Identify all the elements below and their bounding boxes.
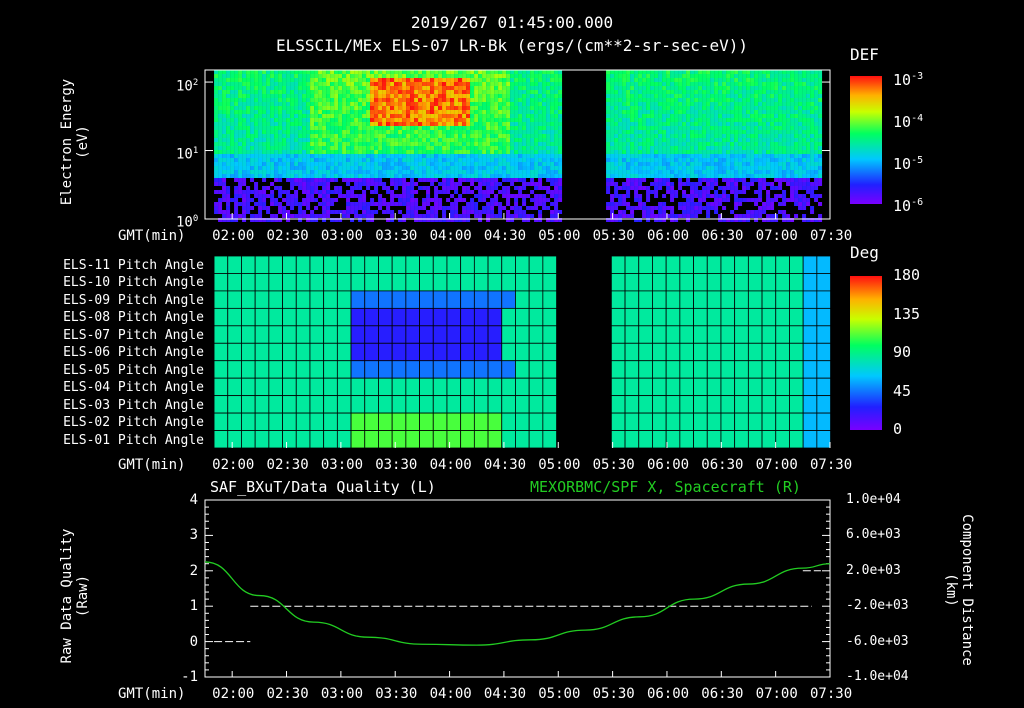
time-axis-label: GMT(min) xyxy=(118,457,186,473)
pitch-angle-row-label: ELS-06 Pitch Angle xyxy=(63,345,204,361)
pitch-angle-row-label: ELS-10 Pitch Angle xyxy=(63,275,204,291)
energy-tick-10: 101 xyxy=(176,146,199,163)
time-axis-label: GMT(min) xyxy=(118,686,186,702)
energy-tick-1: 100 xyxy=(176,214,199,231)
time-tick-label: 04:00 xyxy=(429,228,472,244)
def-tick-1e-5: 10-5 xyxy=(893,155,924,173)
time-tick-label: 06:00 xyxy=(646,228,690,244)
quality-tick: 1 xyxy=(189,598,198,615)
time-tick-label: 03:00 xyxy=(320,457,364,473)
time-tick-label: 05:00 xyxy=(538,686,581,702)
pitch-angle-row-label: ELS-08 Pitch Angle xyxy=(63,310,204,326)
deg-tick-0: 0 xyxy=(893,420,903,438)
quality-distance-lineplot xyxy=(204,499,831,678)
time-tick-label: 04:00 xyxy=(429,457,472,473)
pitch-angle-row-label: ELS-04 Pitch Angle xyxy=(63,380,204,396)
pitch-angle-row-label: ELS-07 Pitch Angle xyxy=(63,327,204,343)
time-tick-label: 02:30 xyxy=(266,686,309,702)
distance-tick: 6.0e+03 xyxy=(846,527,901,543)
pitch-angle-row-label: ELS-11 Pitch Angle xyxy=(63,258,204,273)
time-tick-label: 02:30 xyxy=(266,457,309,473)
time-tick-label: 04:30 xyxy=(483,686,527,702)
time-axis-label: GMT(min) xyxy=(118,228,186,244)
time-tick-label: 04:30 xyxy=(483,228,527,244)
quality-axis-label: Raw Data Quality (Raw) xyxy=(59,528,91,664)
time-tick-label: 02:00 xyxy=(212,228,255,244)
distance-tick: 2.0e+03 xyxy=(846,562,901,578)
pitch-angle-row-label: ELS-09 Pitch Angle xyxy=(63,292,204,308)
quality-title: SAF_BXuT/Data Quality (L) xyxy=(210,478,436,496)
plot-date-title: 2019/267 01:45:00.000 xyxy=(410,13,614,32)
time-tick-label: 03:00 xyxy=(320,686,364,702)
deg-tick-135: 135 xyxy=(893,305,921,323)
time-tick-label: 06:30 xyxy=(701,228,744,244)
pitch-angle-heatmap xyxy=(213,255,831,449)
time-tick-label: 07:00 xyxy=(755,457,798,473)
time-tick-label: 04:30 xyxy=(483,457,527,473)
time-tick-label: 06:30 xyxy=(701,457,744,473)
quality-tick: 0 xyxy=(189,633,198,650)
distance-tick: 1.0e+04 xyxy=(846,492,901,507)
pitch-angle-row-label: ELS-05 Pitch Angle xyxy=(63,362,204,378)
time-tick-label: 02:30 xyxy=(266,228,309,244)
distance-axis-label: Component Distance (km) xyxy=(943,514,975,666)
spacecraft-x-title: MEXORBMC/SPF X, Spacecraft (R) xyxy=(530,478,801,496)
quality-tick: 4 xyxy=(189,492,198,508)
time-tick-label: 05:30 xyxy=(592,228,635,244)
spacecraft-x-line xyxy=(204,561,831,646)
deg-colorbar xyxy=(850,276,882,430)
def-colorbar-title: DEF xyxy=(850,45,879,64)
quality-tick: -1 xyxy=(181,669,198,685)
time-tick-label: 06:00 xyxy=(646,457,690,473)
time-tick-label: 06:30 xyxy=(701,686,744,702)
time-tick-label: 07:30 xyxy=(810,228,853,244)
def-tick-1e-4: 10-4 xyxy=(893,113,924,131)
deg-colorbar-title: Deg xyxy=(850,243,879,262)
time-tick-label: 05:00 xyxy=(538,457,581,473)
time-tick-label: 05:30 xyxy=(592,457,635,473)
energy-tick-100: 102 xyxy=(176,78,199,95)
time-tick-label: 03:00 xyxy=(320,228,364,244)
time-tick-label: 03:30 xyxy=(375,457,418,473)
time-tick-label: 02:00 xyxy=(212,457,255,473)
time-tick-label: 05:30 xyxy=(592,686,635,702)
deg-tick-180: 180 xyxy=(893,266,921,284)
time-tick-label: 07:30 xyxy=(810,686,853,702)
energy-spectrogram xyxy=(204,69,831,222)
def-tick-1e-6: 10-6 xyxy=(893,197,924,215)
def-tick-1e-3: 10-3 xyxy=(893,71,924,89)
time-tick-label: 03:30 xyxy=(375,228,418,244)
plot-main-title: ELSSCIL/MEx ELS-07 LR-Bk (ergs/(cm**2-sr… xyxy=(275,36,748,55)
time-tick-label: 07:00 xyxy=(755,686,798,702)
energy-axis-label: Electron Energy (eV) xyxy=(59,78,91,206)
pitch-angle-row-label: ELS-02 Pitch Angle xyxy=(63,415,204,431)
time-tick-label: 06:00 xyxy=(646,686,690,702)
pitch-angle-row-label: ELS-01 Pitch Angle xyxy=(63,432,204,448)
quality-tick: 2 xyxy=(189,562,198,579)
distance-tick: -1.0e+04 xyxy=(846,669,909,684)
distance-tick: -2.0e+03 xyxy=(846,598,909,614)
time-tick-label: 04:00 xyxy=(429,686,472,702)
time-tick-label: 02:00 xyxy=(212,686,255,702)
def-colorbar xyxy=(850,76,882,204)
time-tick-label: 03:30 xyxy=(375,686,418,702)
deg-tick-45: 45 xyxy=(893,382,912,400)
pitch-angle-row-label: ELS-03 Pitch Angle xyxy=(63,397,204,413)
time-tick-label: 05:00 xyxy=(538,228,581,244)
quality-tick: 3 xyxy=(189,527,198,544)
deg-tick-90: 90 xyxy=(893,343,912,361)
time-tick-label: 07:30 xyxy=(810,457,853,473)
distance-tick: -6.0e+03 xyxy=(846,633,909,649)
time-tick-label: 07:00 xyxy=(755,228,798,244)
